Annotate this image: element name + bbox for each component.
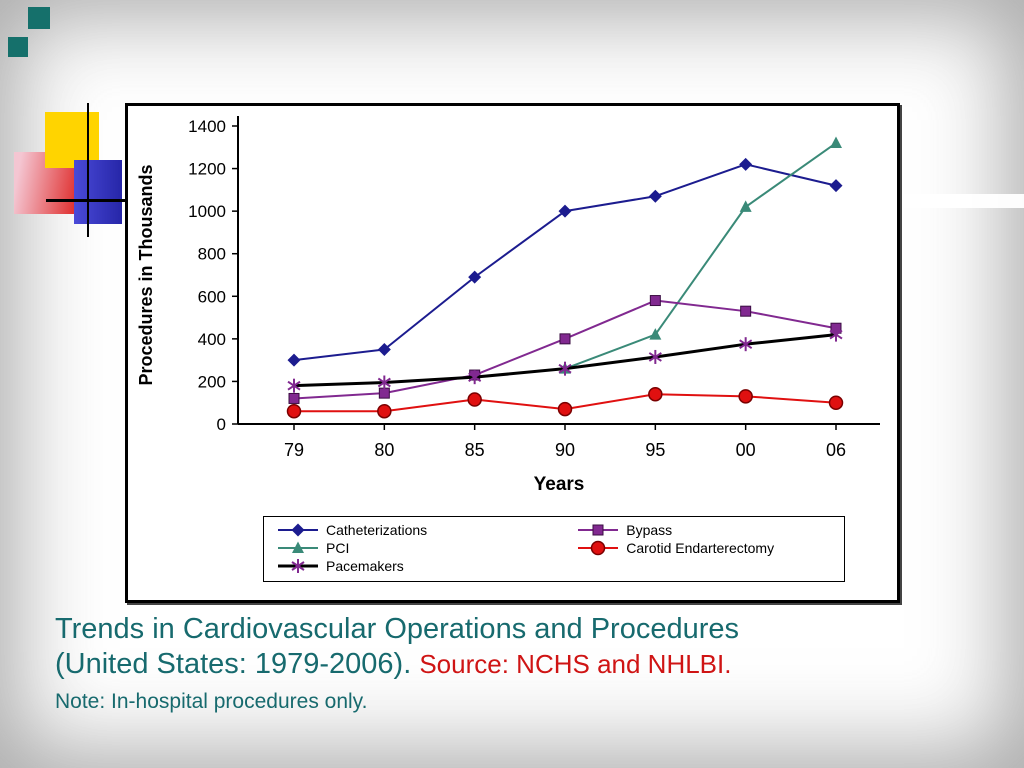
legend-item: Pacemakers bbox=[276, 558, 576, 574]
legend-column: Catheterizations PCI Pacemakers bbox=[276, 522, 576, 574]
legend-label: PCI bbox=[326, 540, 350, 556]
decor-white-stripe bbox=[894, 194, 1024, 208]
svg-text:85: 85 bbox=[465, 440, 485, 460]
chart-panel: 0 200 400 600 800 1000 1200 1400 79 80 85 90 95 00 06 Y… bbox=[125, 103, 900, 603]
legend-item: PCI bbox=[276, 540, 576, 556]
legend-label: Carotid Endarterectomy bbox=[626, 540, 775, 556]
decor-vertical-line bbox=[87, 103, 89, 237]
chart-legend: Catheterizations PCI Pacemakers Bypass Caro… bbox=[263, 516, 845, 582]
svg-text:00: 00 bbox=[736, 440, 756, 460]
triangle-legend-marker-icon bbox=[278, 541, 318, 553]
svg-text:200: 200 bbox=[198, 372, 226, 391]
chart-plot: 0 200 400 600 800 1000 1200 1400 79 80 85 90 95 00 06 Y… bbox=[136, 116, 880, 495]
legend-item: Carotid Endarterectomy bbox=[576, 540, 774, 556]
svg-text:1400: 1400 bbox=[188, 117, 226, 136]
decor-yellow-square bbox=[45, 112, 99, 168]
circle-legend-marker-icon bbox=[578, 540, 619, 556]
caption-note: Note: In-hospital procedures only. bbox=[55, 689, 368, 713]
decor-teal-square-2 bbox=[8, 37, 28, 57]
svg-text:600: 600 bbox=[198, 287, 226, 306]
asterisk-legend-marker-icon bbox=[278, 559, 318, 573]
svg-text:1000: 1000 bbox=[188, 202, 226, 221]
caption-line1: Trends in Cardiovascular Operations and … bbox=[55, 613, 739, 645]
caption: Trends in Cardiovascular Operations and … bbox=[55, 612, 985, 714]
caption-title: Trends in Cardiovascular Operations and … bbox=[55, 612, 985, 683]
decor-blue-square bbox=[74, 160, 122, 224]
legend-column: Bypass Carotid Endarterectomy bbox=[576, 522, 774, 574]
svg-text:95: 95 bbox=[645, 440, 665, 460]
svg-text:1200: 1200 bbox=[188, 160, 226, 179]
legend-label: Catheterizations bbox=[326, 522, 428, 538]
svg-text:0: 0 bbox=[217, 415, 226, 434]
svg-text:79: 79 bbox=[284, 440, 304, 460]
legend-item: Bypass bbox=[576, 522, 774, 538]
caption-source: Source: NCHS and NHLBI. bbox=[419, 649, 732, 680]
svg-text:400: 400 bbox=[198, 330, 226, 349]
svg-text:06: 06 bbox=[826, 440, 846, 460]
decor-teal-square-1 bbox=[28, 7, 50, 29]
legend-label: Pacemakers bbox=[326, 558, 404, 574]
square-legend-marker-icon bbox=[578, 524, 619, 536]
legend-item: Catheterizations bbox=[276, 522, 576, 538]
legend-label: Bypass bbox=[626, 522, 673, 538]
svg-text:80: 80 bbox=[374, 440, 394, 460]
caption-line2: (United States: 1979-2006). bbox=[55, 648, 412, 681]
svg-text:90: 90 bbox=[555, 440, 575, 460]
decor-horizontal-line bbox=[46, 199, 132, 202]
svg-text:Years: Years bbox=[534, 474, 585, 495]
svg-text:Procedures in Thousands: Procedures in Thousands bbox=[136, 164, 156, 385]
diamond-legend-marker-icon bbox=[278, 523, 318, 537]
svg-text:800: 800 bbox=[198, 245, 226, 264]
